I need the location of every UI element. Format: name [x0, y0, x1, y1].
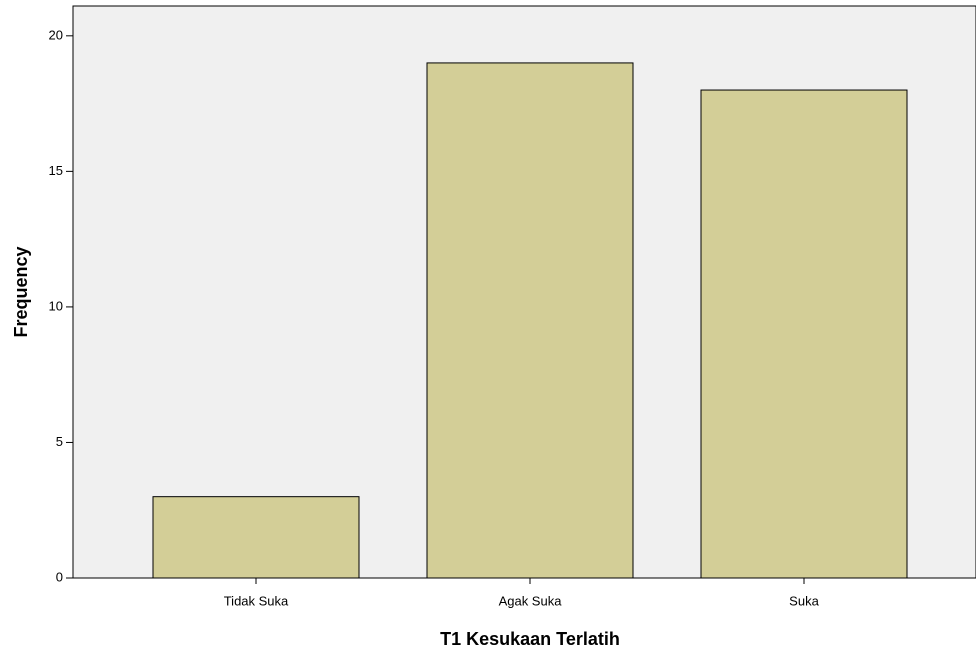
x-tick-label: Suka [789, 593, 819, 608]
y-tick-label: 15 [49, 163, 63, 178]
bar [426, 62, 634, 579]
x-axis-title: T1 Kesukaan Terlatih [440, 629, 620, 649]
y-tick-label: 0 [56, 569, 63, 584]
y-axis-title: Frequency [11, 246, 31, 337]
x-tick-label: Tidak Suka [224, 593, 289, 608]
bar [152, 496, 360, 579]
x-tick-label: Agak Suka [499, 593, 563, 608]
bar [700, 89, 908, 579]
y-tick-label: 20 [49, 27, 63, 42]
y-tick-label: 10 [49, 298, 63, 313]
y-tick-label: 5 [56, 434, 63, 449]
